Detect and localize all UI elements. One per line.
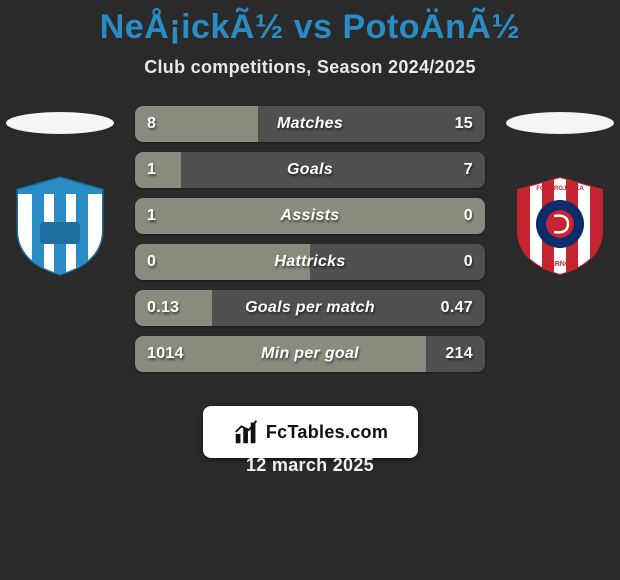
left-club-crest bbox=[10, 176, 110, 276]
stat-label: Goals per match bbox=[135, 299, 485, 317]
stat-row: 1Goals7 bbox=[135, 152, 485, 188]
stat-label: Min per goal bbox=[135, 345, 485, 363]
brand-chart-icon bbox=[232, 417, 262, 447]
brand-box: FcTables.com bbox=[203, 406, 418, 458]
page-title: NeÅ¡ickÃ½ vs PotoÄnÃ½ bbox=[0, 0, 620, 47]
footer-wrap: 12 march 2025 bbox=[0, 455, 620, 476]
stat-label: Assists bbox=[135, 207, 485, 225]
brand-text: FcTables.com bbox=[266, 422, 388, 443]
stat-text-layer: 8Matches15 bbox=[135, 106, 485, 142]
stat-text-layer: 1Goals7 bbox=[135, 152, 485, 188]
stat-row: 8Matches15 bbox=[135, 106, 485, 142]
stats-bars: 8Matches15 1Goals7 1Assists0 0Hattricks0 0.1… bbox=[135, 106, 485, 382]
right-crest-bottom-text: BRNO bbox=[550, 261, 571, 268]
stat-row: 0.13Goals per match0.47 bbox=[135, 290, 485, 326]
stat-row: 1014Min per goal214 bbox=[135, 336, 485, 372]
right-crest-top-text: FC ZBROJOVKA bbox=[536, 186, 584, 192]
stat-label: Goals bbox=[135, 161, 485, 179]
stat-text-layer: 0.13Goals per match0.47 bbox=[135, 290, 485, 326]
stat-row: 1Assists0 bbox=[135, 198, 485, 234]
right-crest-icon: FC ZBROJOVKA BRNO bbox=[510, 176, 610, 276]
stat-label: Matches bbox=[135, 115, 485, 133]
brand-wrap: FcTables.com bbox=[0, 386, 620, 458]
stat-text-layer: 1014Min per goal214 bbox=[135, 336, 485, 372]
stat-text-layer: 1Assists0 bbox=[135, 198, 485, 234]
infographic-root: NeÅ¡ickÃ½ vs PotoÄnÃ½ Club competitions,… bbox=[0, 0, 620, 580]
left-player-photo-placeholder bbox=[6, 112, 114, 134]
stat-label: Hattricks bbox=[135, 253, 485, 271]
main-area: FC ZBROJOVKA BRNO 8Matches15 1Goals7 1Assi… bbox=[0, 106, 620, 386]
footer-date: 12 march 2025 bbox=[0, 455, 620, 476]
right-player-column: FC ZBROJOVKA BRNO bbox=[500, 106, 620, 276]
stat-row: 0Hattricks0 bbox=[135, 244, 485, 280]
left-player-column bbox=[0, 106, 120, 276]
left-crest-icon bbox=[10, 176, 110, 276]
right-player-photo-placeholder bbox=[506, 112, 614, 134]
page-subtitle: Club competitions, Season 2024/2025 bbox=[0, 57, 620, 78]
right-club-crest: FC ZBROJOVKA BRNO bbox=[510, 176, 610, 276]
stat-text-layer: 0Hattricks0 bbox=[135, 244, 485, 280]
